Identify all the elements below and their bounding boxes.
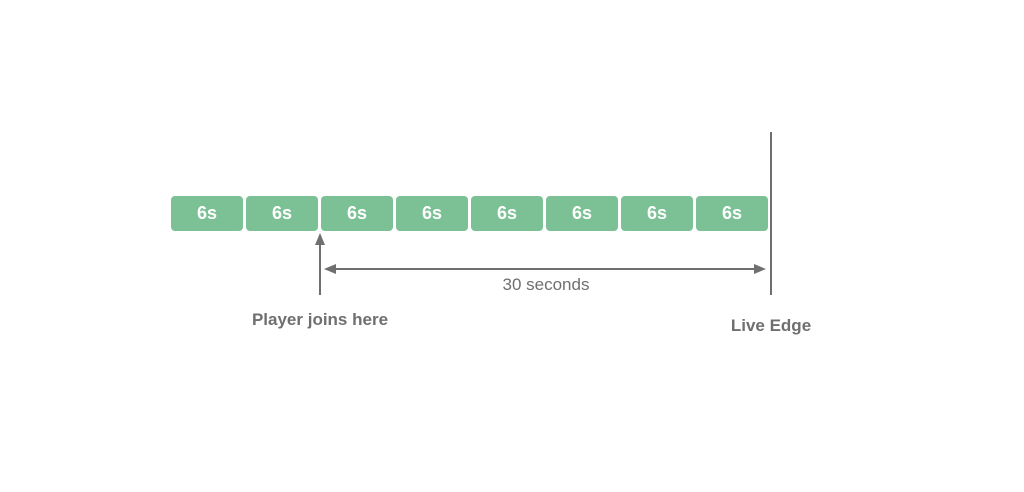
segment-3: 6s	[321, 196, 393, 231]
segment-4: 6s	[396, 196, 468, 231]
segment-5: 6s	[471, 196, 543, 231]
duration-arrow-left-head	[324, 264, 336, 274]
segment-2: 6s	[246, 196, 318, 231]
segment-6: 6s	[546, 196, 618, 231]
segment-1: 6s	[171, 196, 243, 231]
player-join-arrow-head	[315, 233, 325, 245]
duration-arrow-right-head	[754, 264, 766, 274]
player-joins-label: Player joins here	[251, 310, 389, 329]
duration-label: 30 seconds	[502, 275, 590, 294]
live-edge-label: Live Edge	[730, 316, 812, 335]
segment-7: 6s	[621, 196, 693, 231]
segment-8: 6s	[696, 196, 768, 231]
